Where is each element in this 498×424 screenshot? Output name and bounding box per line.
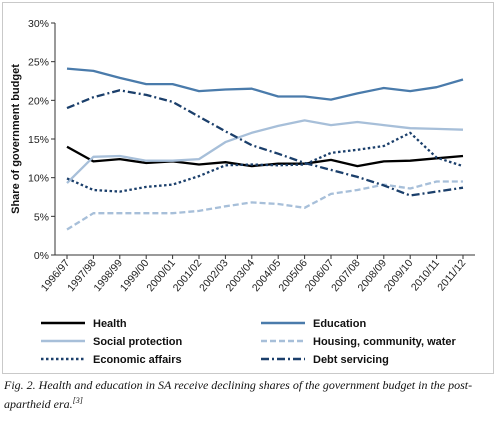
caption-text: Fig. 2. Health and education in SA recei… [4, 378, 473, 411]
series-line-social-protection [66, 119, 464, 184]
series-line-education [66, 67, 464, 101]
caption-reference: [3] [72, 396, 83, 405]
y-tick-label: 0% [34, 250, 49, 262]
legend-label-debt-servicing: Debt servicing [313, 354, 389, 366]
y-axis-label: Share of government budget [10, 64, 22, 214]
x-tick-label: 2011/12 [435, 257, 468, 293]
legend-label-economic-affairs: Economic affairs [93, 354, 182, 366]
legend-label-education: Education [313, 318, 366, 330]
y-tick-label: 20% [28, 95, 49, 107]
legend-label-social-protection: Social protection [93, 336, 183, 348]
legend: Health Education Social protection Housing,… [41, 318, 457, 366]
series-layer [66, 67, 464, 231]
series-line-housing-community-water [66, 180, 463, 231]
y-tick-label: 5% [34, 211, 49, 223]
y-tick-label: 15% [28, 134, 49, 146]
y-tick-label: 30% [28, 18, 49, 30]
series-line-debt-servicing [66, 89, 464, 197]
x-tick-label: 2009/10 [382, 257, 416, 294]
series-line-economic-affairs [66, 131, 464, 193]
legend-label-housing-community-water: Housing, community, water [313, 336, 457, 348]
legend-label-health: Health [93, 318, 127, 330]
y-tick-label: 10% [28, 173, 49, 185]
line-chart: 0%5%10%15%20%25%30%1996/971997/981998/99… [10, 18, 475, 366]
chart-frame: 0% 5% 10% 15% 20% 25% 30% 1996/97 1997/98 1998/99… [2, 2, 494, 374]
figure-caption: Fig. 2. Health and education in SA recei… [4, 377, 494, 412]
series-line-health [66, 145, 464, 168]
y-tick-label: 25% [28, 57, 49, 69]
